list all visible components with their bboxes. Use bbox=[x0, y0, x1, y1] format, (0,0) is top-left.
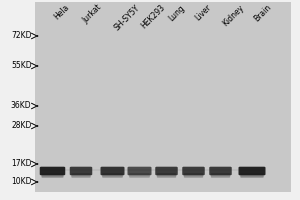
FancyBboxPatch shape bbox=[102, 173, 123, 178]
FancyBboxPatch shape bbox=[34, 2, 291, 192]
FancyBboxPatch shape bbox=[209, 167, 232, 175]
Text: 36KD: 36KD bbox=[11, 102, 32, 110]
FancyBboxPatch shape bbox=[128, 167, 152, 175]
Text: HEK293: HEK293 bbox=[140, 3, 167, 31]
Text: 72KD: 72KD bbox=[11, 31, 32, 40]
Text: SH-SY5Y: SH-SY5Y bbox=[112, 3, 142, 32]
Text: Kidney: Kidney bbox=[220, 3, 245, 28]
Text: 55KD: 55KD bbox=[11, 62, 32, 71]
FancyBboxPatch shape bbox=[182, 167, 205, 175]
FancyBboxPatch shape bbox=[100, 167, 124, 175]
FancyBboxPatch shape bbox=[71, 173, 91, 178]
FancyBboxPatch shape bbox=[157, 173, 176, 178]
FancyBboxPatch shape bbox=[129, 173, 150, 178]
Text: 17KD: 17KD bbox=[11, 160, 32, 168]
FancyBboxPatch shape bbox=[41, 173, 64, 178]
Text: 10KD: 10KD bbox=[11, 178, 32, 186]
FancyBboxPatch shape bbox=[155, 167, 178, 175]
FancyBboxPatch shape bbox=[211, 173, 230, 178]
Text: Hela: Hela bbox=[52, 3, 71, 22]
FancyBboxPatch shape bbox=[184, 173, 203, 178]
Text: Lung: Lung bbox=[167, 3, 186, 23]
FancyBboxPatch shape bbox=[238, 167, 266, 175]
Text: Jurkat: Jurkat bbox=[81, 3, 103, 25]
Text: Liver: Liver bbox=[194, 3, 213, 23]
FancyBboxPatch shape bbox=[70, 167, 92, 175]
Text: Brain: Brain bbox=[252, 3, 273, 24]
FancyBboxPatch shape bbox=[240, 173, 264, 178]
Text: 28KD: 28KD bbox=[11, 121, 32, 130]
FancyBboxPatch shape bbox=[40, 167, 65, 175]
